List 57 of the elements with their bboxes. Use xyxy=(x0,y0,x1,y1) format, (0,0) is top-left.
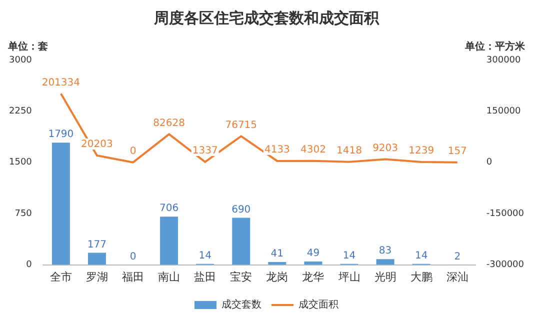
x-tick-label: 龙岗 xyxy=(266,270,288,284)
data-label: 76715 xyxy=(225,120,258,131)
y2-axis-title: 单位：平方米 xyxy=(464,40,526,53)
data-label: 706 xyxy=(160,203,179,214)
data-label: 14 xyxy=(342,250,356,262)
bar xyxy=(376,259,394,265)
y-tick-label: 1500 xyxy=(9,158,32,168)
data-label: 9203 xyxy=(372,142,398,154)
data-label: 4302 xyxy=(300,144,326,156)
y-tick-label: 750 xyxy=(14,208,32,219)
x-tick-label: 坪山 xyxy=(337,270,360,284)
bar xyxy=(52,142,70,265)
data-label: 0 xyxy=(130,251,136,262)
y-tick-label: 3000 xyxy=(9,55,32,66)
data-label: 1790 xyxy=(48,129,74,140)
x-tick-label: 盐田 xyxy=(194,270,216,284)
data-label: 49 xyxy=(306,248,320,260)
y2-tick-label: 0 xyxy=(486,158,492,168)
data-label: 157 xyxy=(448,146,467,157)
x-tick-label: 福田 xyxy=(122,270,144,284)
chart-title: 周度各区住宅成交套数和成交面积 xyxy=(153,8,380,27)
data-label: 690 xyxy=(232,204,251,216)
data-label: 14 xyxy=(414,250,428,262)
bar xyxy=(232,218,250,265)
data-label: 0 xyxy=(130,146,136,157)
x-tick-label: 南山 xyxy=(158,270,180,284)
y2-tick-label: -150000 xyxy=(486,208,524,219)
x-tick-label: 光明 xyxy=(374,270,396,284)
y-tick-label: 0 xyxy=(26,260,32,270)
bar xyxy=(160,216,178,265)
x-tick-label: 全市 xyxy=(50,270,72,284)
y2-tick-label: 150000 xyxy=(486,106,522,117)
bar xyxy=(88,252,106,265)
y-tick-label: 2250 xyxy=(9,106,32,117)
x-tick-label: 罗湖 xyxy=(86,270,108,284)
x-tick-label: 龙华 xyxy=(302,270,324,284)
data-label: 20203 xyxy=(81,139,113,150)
data-label: 4133 xyxy=(264,144,290,156)
data-label: 2 xyxy=(454,251,461,262)
data-label: 177 xyxy=(87,239,107,250)
y-axis-title: 单位：套 xyxy=(7,40,48,53)
bar xyxy=(304,261,322,265)
data-label: 14 xyxy=(198,250,212,262)
data-label: 1337 xyxy=(192,146,218,157)
y2-tick-label: -300000 xyxy=(486,260,524,270)
data-label: 41 xyxy=(270,248,284,260)
x-tick-label: 大鹏 xyxy=(410,270,432,284)
data-label: 201334 xyxy=(42,77,80,88)
x-tick-label: 深汕 xyxy=(446,270,468,284)
legend-label: 成交套数 xyxy=(222,298,262,311)
data-label: 1418 xyxy=(336,146,362,157)
legend-label: 成交面积 xyxy=(298,298,338,311)
data-label: 82628 xyxy=(153,118,185,129)
x-tick-label: 宝安 xyxy=(230,270,252,284)
data-label: 1239 xyxy=(408,146,434,157)
y2-tick-label: 300000 xyxy=(486,55,522,66)
data-label: 83 xyxy=(378,246,392,257)
